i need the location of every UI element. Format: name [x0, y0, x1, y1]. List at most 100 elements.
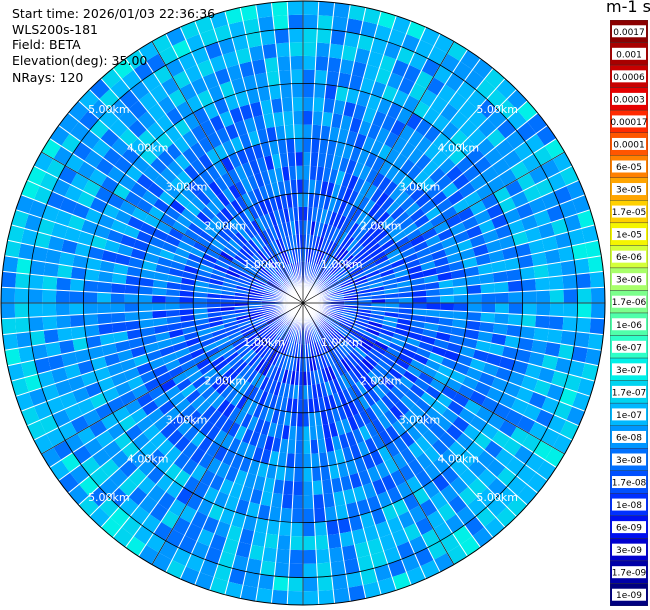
ray-line: [302, 302, 586, 412]
ppi-cell: [340, 358, 352, 373]
ppi-cell: [124, 399, 142, 416]
ppi-cell: [173, 118, 191, 137]
ppi-cell: [209, 54, 227, 73]
ppi-cell: [153, 198, 170, 214]
ppi-cell: [362, 334, 377, 345]
ppi-cell: [380, 394, 395, 410]
colorbar-label: 1e-06: [616, 321, 642, 331]
ray-line: [33, 165, 304, 304]
ppi-cell: [326, 450, 338, 466]
ppi-cell: [378, 429, 393, 446]
ppi-cell: [317, 340, 326, 355]
ppi-cell: [370, 187, 384, 204]
ppi-cell: [498, 235, 516, 250]
ppi-cell: [319, 339, 328, 354]
ppi-cell: [260, 490, 273, 507]
ppi-cell: [214, 233, 229, 247]
ppi-cell: [262, 43, 278, 59]
ppi-data-layer: [1, 1, 605, 605]
ppi-cell: [239, 104, 254, 121]
ppi-cell: [576, 317, 591, 334]
ppi-cell: [341, 315, 356, 323]
ppi-cell: [187, 370, 204, 384]
ppi-cell: [54, 379, 73, 397]
ppi-cell: [326, 316, 339, 326]
ppi-cell: [199, 28, 219, 47]
ppi-cell: [392, 136, 408, 154]
ppi-cell: [139, 277, 154, 288]
ppi-cell: [541, 354, 559, 371]
ppi-cell: [280, 83, 293, 99]
ppi-cell: [1, 303, 16, 319]
ppi-cell: [311, 328, 318, 343]
ppi-cell: [402, 370, 419, 384]
ppi-cell: [224, 324, 239, 333]
ppi-cell: [372, 384, 386, 400]
ppi-cell: [357, 440, 371, 457]
ppi-cell: [180, 404, 197, 420]
ppi-cell: [392, 263, 408, 274]
ppi-cell: [367, 388, 381, 403]
ppi-cell: [147, 484, 166, 503]
ppi-cell: [31, 245, 48, 263]
ppi-cell: [414, 39, 434, 59]
ppi-cell: [589, 271, 605, 288]
ppi-cell: [112, 405, 131, 423]
ppi-cell: [348, 4, 366, 22]
ppi-cell: [381, 273, 396, 282]
ppi-cell: [239, 528, 255, 545]
ppi-cell: [58, 251, 75, 267]
ppi-cell: [205, 390, 221, 406]
ppi-cell: [438, 317, 454, 327]
ppi-cell: [319, 237, 328, 252]
ppi-cell: [398, 241, 414, 254]
ppi-cell: [574, 331, 590, 349]
ppi-cell: [533, 379, 552, 397]
ppi-cell: [215, 211, 230, 226]
ppi-cell: [250, 372, 262, 387]
ppi-cell: [287, 439, 296, 454]
colorbar-label-bg: [612, 363, 646, 376]
ppi-cell: [318, 139, 329, 154]
ppi-cell: [100, 128, 120, 148]
ppi-cell: [347, 400, 360, 416]
ppi-cell: [11, 377, 29, 397]
ray-line: [165, 33, 304, 304]
ppi-cell: [559, 387, 578, 407]
ppi-cell: [577, 377, 595, 397]
ppi-cell: [566, 180, 585, 200]
ppi-cell: [372, 206, 386, 222]
ppi-cell: [385, 303, 400, 309]
ppi-cell: [458, 407, 476, 425]
ppi-cell: [107, 165, 126, 184]
ray-line: [302, 302, 397, 591]
ppi-cell: [255, 587, 273, 604]
colorbar-label: 3e-08: [616, 456, 642, 466]
ppi-cell: [367, 351, 381, 364]
ppi-cell: [159, 248, 175, 261]
ppi-cell: [241, 428, 254, 444]
ppi-cell: [356, 288, 371, 295]
ppi-cell: [353, 413, 366, 429]
ppi-cell: [327, 394, 337, 410]
ray-line: [302, 224, 595, 304]
ppi-cell: [374, 340, 389, 352]
ppi-cell: [388, 367, 403, 381]
ppi-cell: [201, 405, 217, 421]
ppi-cell: [547, 172, 567, 192]
ppi-cell: [245, 31, 263, 48]
ppi-cell: [57, 327, 73, 342]
ppi-cell: [280, 507, 293, 523]
ppi-cell: [113, 330, 129, 343]
ppi-cell: [247, 354, 260, 368]
ppi-cell: [229, 217, 243, 232]
ppi-cell: [231, 337, 246, 348]
ppi-cell: [358, 425, 372, 441]
ppi-cell: [270, 98, 283, 114]
ppi-cell: [303, 467, 313, 482]
ppi-cell: [303, 385, 309, 400]
ppi-cell: [69, 314, 85, 328]
ppi-cell: [18, 345, 35, 363]
ppi-cell: [528, 239, 545, 255]
ppi-cell: [238, 322, 253, 331]
